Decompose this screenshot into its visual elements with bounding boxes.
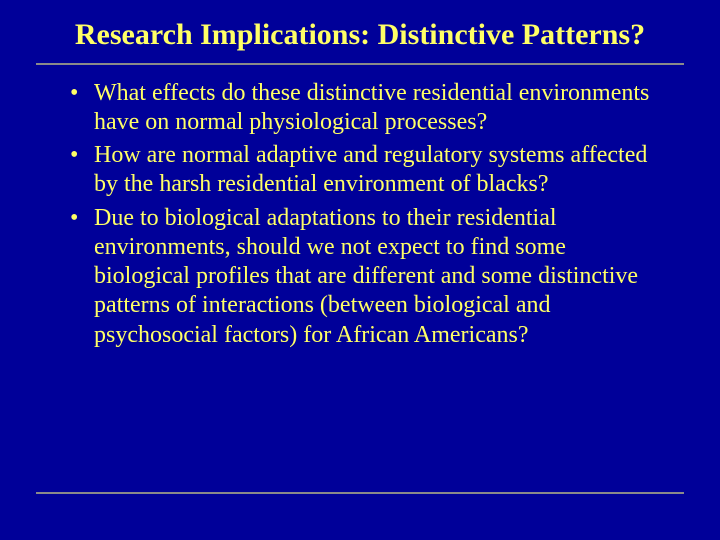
bullet-list: What effects do these distinctive reside… (70, 79, 660, 350)
list-item: Due to biological adaptations to their r… (70, 204, 660, 350)
list-item: How are normal adaptive and regulatory s… (70, 141, 660, 200)
list-item: What effects do these distinctive reside… (70, 79, 660, 138)
slide: Research Implications: Distinctive Patte… (0, 0, 720, 540)
divider-bottom (36, 492, 684, 494)
slide-title: Research Implications: Distinctive Patte… (0, 0, 720, 61)
slide-body: What effects do these distinctive reside… (0, 65, 720, 350)
